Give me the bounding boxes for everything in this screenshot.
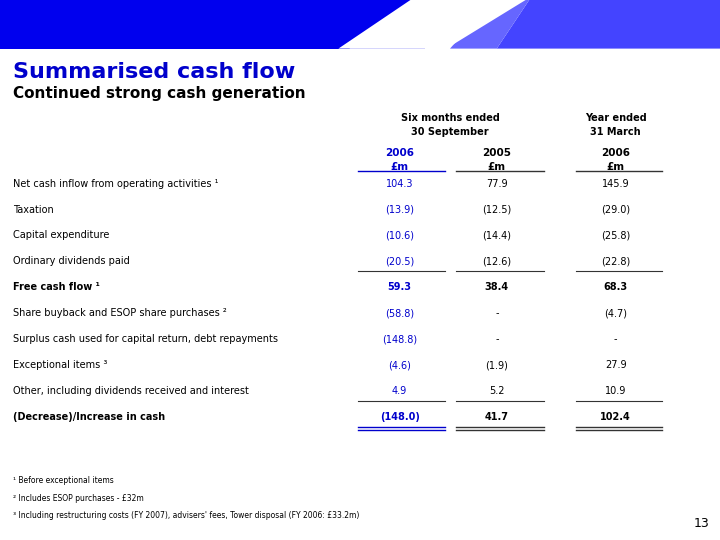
Text: (10.6): (10.6) <box>385 231 414 240</box>
Text: (20.5): (20.5) <box>385 256 414 266</box>
Polygon shape <box>0 0 425 49</box>
Text: (12.5): (12.5) <box>482 205 511 214</box>
Text: Share buyback and ESOP share purchases ²: Share buyback and ESOP share purchases ² <box>13 308 227 318</box>
Text: 104.3: 104.3 <box>386 179 413 188</box>
Text: (13.9): (13.9) <box>385 205 414 214</box>
Text: 4.9: 4.9 <box>392 386 408 396</box>
Text: ³ Including restructuring costs (FY 2007), advisers' fees, Tower disposal (FY 20: ³ Including restructuring costs (FY 2007… <box>13 511 359 520</box>
Text: 41.7: 41.7 <box>485 412 509 422</box>
Text: 5.2: 5.2 <box>489 386 505 396</box>
Text: 145.9: 145.9 <box>602 179 629 188</box>
Text: Ordinary dividends paid: Ordinary dividends paid <box>13 256 130 266</box>
Text: (148.8): (148.8) <box>382 334 417 344</box>
Text: 2006: 2006 <box>601 148 630 159</box>
Text: (14.4): (14.4) <box>482 231 511 240</box>
Text: (58.8): (58.8) <box>385 308 414 318</box>
Text: 102.4: 102.4 <box>600 412 631 422</box>
Text: 77.9: 77.9 <box>486 179 508 188</box>
Text: Other, including dividends received and interest: Other, including dividends received and … <box>13 386 249 396</box>
Text: ² Includes ESOP purchases - £32m: ² Includes ESOP purchases - £32m <box>13 494 144 503</box>
Text: 59.3: 59.3 <box>387 282 412 292</box>
Text: 10.9: 10.9 <box>605 386 626 396</box>
Text: £m: £m <box>487 162 506 172</box>
Text: 27.9: 27.9 <box>605 360 626 370</box>
Text: Capital expenditure: Capital expenditure <box>13 231 109 240</box>
Text: (1.9): (1.9) <box>485 360 508 370</box>
Text: 2006: 2006 <box>385 148 414 159</box>
Text: -: - <box>614 334 617 344</box>
Text: (12.6): (12.6) <box>482 256 511 266</box>
Polygon shape <box>349 0 529 49</box>
Text: £m: £m <box>390 162 409 172</box>
Polygon shape <box>338 0 526 49</box>
Text: 2005: 2005 <box>482 148 511 159</box>
Text: (29.0): (29.0) <box>601 205 630 214</box>
Text: Summarised cash flow: Summarised cash flow <box>13 62 295 82</box>
Text: -: - <box>495 334 498 344</box>
Text: Exceptional items ³: Exceptional items ³ <box>13 360 107 370</box>
Text: Surplus cash used for capital return, debt repayments: Surplus cash used for capital return, de… <box>13 334 278 344</box>
Text: Net cash inflow from operating activities ¹: Net cash inflow from operating activitie… <box>13 179 218 188</box>
Text: (148.0): (148.0) <box>379 412 420 422</box>
Text: 38.4: 38.4 <box>485 282 509 292</box>
Text: £m: £m <box>606 162 625 172</box>
Text: (4.6): (4.6) <box>388 360 411 370</box>
Text: Free cash flow ¹: Free cash flow ¹ <box>13 282 100 292</box>
Text: (22.8): (22.8) <box>601 256 630 266</box>
Text: (Decrease)/Increase in cash: (Decrease)/Increase in cash <box>13 412 165 422</box>
Text: 68.3: 68.3 <box>603 282 628 292</box>
Polygon shape <box>497 0 720 49</box>
Text: Continued strong cash generation: Continued strong cash generation <box>13 86 305 102</box>
Text: 13: 13 <box>693 517 709 530</box>
Text: (25.8): (25.8) <box>601 231 630 240</box>
Text: ¹ Before exceptional items: ¹ Before exceptional items <box>13 476 114 485</box>
Text: Year ended
31 March: Year ended 31 March <box>585 113 647 137</box>
Polygon shape <box>0 0 410 49</box>
Text: Taxation: Taxation <box>13 205 54 214</box>
Polygon shape <box>450 0 529 49</box>
Text: (4.7): (4.7) <box>604 308 627 318</box>
Text: Six months ended
30 September: Six months ended 30 September <box>400 113 500 137</box>
Text: -: - <box>495 308 498 318</box>
